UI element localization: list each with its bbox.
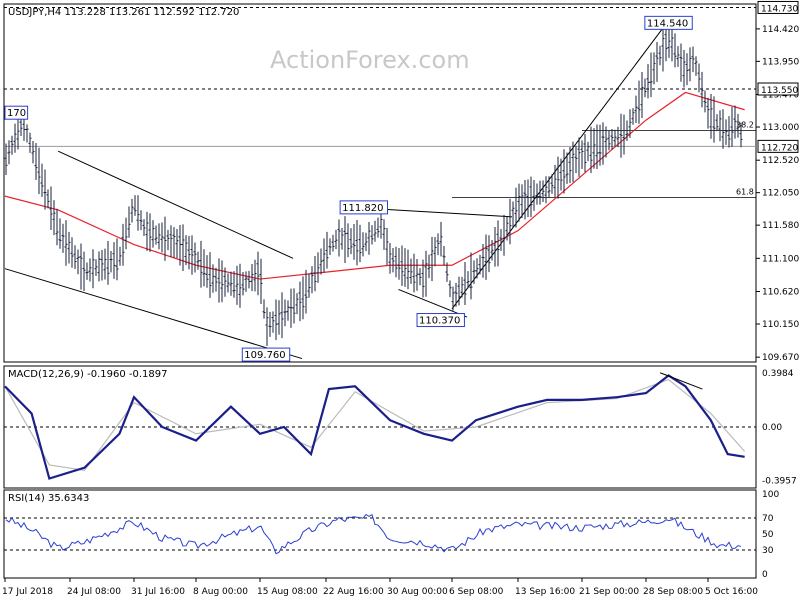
x-tick-label: 17 Jul 2018 (2, 587, 53, 597)
price-box (757, 82, 799, 96)
macd-title: MACD(12,26,9) -0.1960 -0.1897 (8, 369, 168, 380)
price-label: 170 (7, 108, 26, 119)
trendline (451, 20, 669, 310)
macd-trendline (659, 372, 703, 390)
y-tick-label: 111.580 (762, 221, 799, 231)
y-tick-label: 110.150 (762, 320, 799, 330)
price-label: 109.760 (244, 350, 285, 361)
macd-panel: MACD(12,26,9) -0.1960 -0.1897 0.3984 0.00 -… (3, 365, 797, 489)
price-label-box (339, 200, 389, 215)
fib-label: 38.2 (736, 120, 754, 129)
fib-label: 61.8 (736, 188, 754, 197)
macd-signal-line (4, 378, 746, 472)
x-tick-label: 13 Sep 16:00 (515, 587, 575, 597)
price-label-box (644, 15, 693, 30)
y-tick-label: 112.520 (762, 156, 799, 166)
price-box-label: 112.720 (761, 143, 798, 153)
rsi-y-tick: 30 (762, 546, 774, 556)
x-tick-label: 5 Oct 16:00 (705, 587, 758, 597)
rsi-title: RSI(14) 35.6343 (8, 493, 89, 504)
y-tick-label: 111.100 (762, 254, 799, 264)
rsi-y-tick: 100 (762, 490, 779, 500)
trendline (4, 268, 303, 360)
rsi-line (5, 513, 742, 555)
y-tick-label: 110.620 (762, 288, 799, 298)
price-box-label: 114.730 (761, 4, 798, 14)
watermark: ActionForex.com (270, 46, 470, 74)
price-box (757, 139, 799, 153)
x-tick-label: 22 Aug 16:00 (323, 587, 384, 597)
macd-y-tick: 0.00 (762, 423, 782, 433)
x-tick-label: 30 Aug 00:00 (387, 587, 448, 597)
price-label-box (416, 313, 465, 328)
y-tick-label: 114.420 (762, 25, 799, 35)
price-label: 110.370 (419, 316, 460, 327)
trendline (57, 150, 294, 259)
x-tick-label: 28 Sep 08:00 (643, 587, 703, 597)
price-label: 111.820 (342, 203, 383, 214)
y-tick-label: 112.050 (762, 189, 799, 199)
rsi-y-tick: 70 (762, 514, 774, 524)
x-tick-label: 8 Aug 00:00 (193, 587, 248, 597)
y-tick-label: 113.950 (762, 57, 799, 67)
rsi-y-tick: 0 (762, 570, 768, 580)
x-tick-label: 6 Sep 08:00 (449, 587, 504, 597)
x-axis: 17 Jul 2018 24 Jul 08:00 31 Jul 16:00 8 Aug… (2, 578, 758, 597)
macd-y-tick: 0.3984 (762, 369, 794, 379)
trendline (372, 208, 513, 218)
price-panel: USDJPY,H4 113.228 113.261 112.592 112.72… (3, 0, 799, 363)
x-tick-label: 15 Aug 08:00 (257, 587, 318, 597)
trendline (398, 288, 468, 318)
x-tick-label: 31 Jul 16:00 (131, 587, 185, 597)
x-tick-label: 24 Jul 08:00 (67, 587, 121, 597)
price-box-label: 113.550 (761, 86, 798, 96)
panel-frame (3, 489, 757, 579)
rsi-panel: RSI(14) 35.6343 100 70 50 30 0 (3, 489, 779, 580)
y-tick-label: 109.670 (762, 353, 799, 363)
x-tick-label: 21 Sep 00:00 (579, 587, 639, 597)
price-title: USDJPY,H4 113.228 113.261 112.592 112.72… (8, 7, 239, 18)
macd-line (4, 374, 745, 480)
moving-average-line (4, 91, 745, 280)
price-box (757, 0, 799, 14)
price-label-box (4, 105, 29, 120)
rsi-y-tick: 50 (762, 530, 774, 540)
y-tick-label: 113.470 (762, 91, 799, 101)
y-tick-label: 113.000 (762, 123, 799, 133)
price-label: 114.540 (647, 18, 688, 29)
macd-y-tick: -0.3957 (762, 477, 797, 487)
price-label-box (241, 347, 291, 362)
